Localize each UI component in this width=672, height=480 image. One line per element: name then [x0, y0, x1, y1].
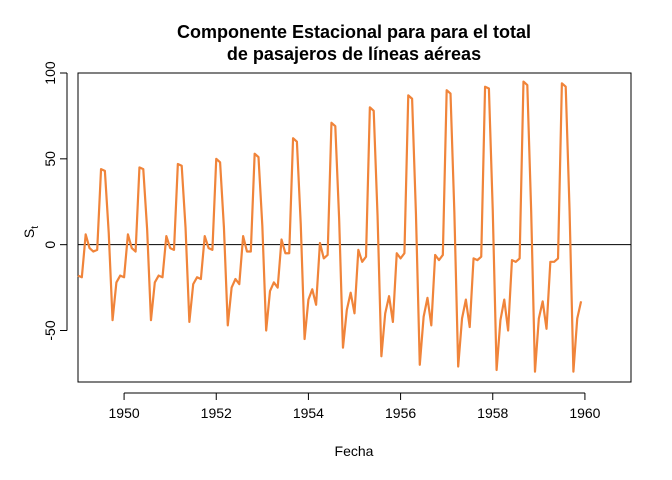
- y-tick-label: 50: [42, 151, 58, 167]
- y-axis: -50 0 50 100: [42, 61, 68, 341]
- chart-title-line-1: Componente Estacional para para el total: [177, 22, 531, 42]
- plot-area: [77, 72, 632, 383]
- x-axis: 1950 1952 1954 1956 1958 1960: [109, 392, 601, 421]
- x-tick-label: 1960: [569, 405, 600, 421]
- y-tick-label: 0: [42, 241, 58, 249]
- x-tick-label: 1952: [201, 405, 232, 421]
- y-axis-label: St: [21, 226, 41, 238]
- x-tick-label: 1954: [293, 405, 324, 421]
- x-tick-label: 1950: [109, 405, 140, 421]
- y-axis-label-subscript: t: [30, 226, 41, 229]
- seasonal-series-line: [77, 80, 583, 373]
- y-axis-label-main: S: [21, 229, 37, 238]
- chart-title-line-2: de pasajeros de líneas aéreas: [227, 44, 481, 64]
- y-tick-label: -50: [42, 320, 58, 340]
- x-axis-label: Fecha: [335, 443, 374, 459]
- x-tick-label: 1958: [477, 405, 508, 421]
- y-tick-label: 100: [42, 61, 58, 85]
- plot-frame: [77, 72, 632, 383]
- x-tick-label: 1956: [385, 405, 416, 421]
